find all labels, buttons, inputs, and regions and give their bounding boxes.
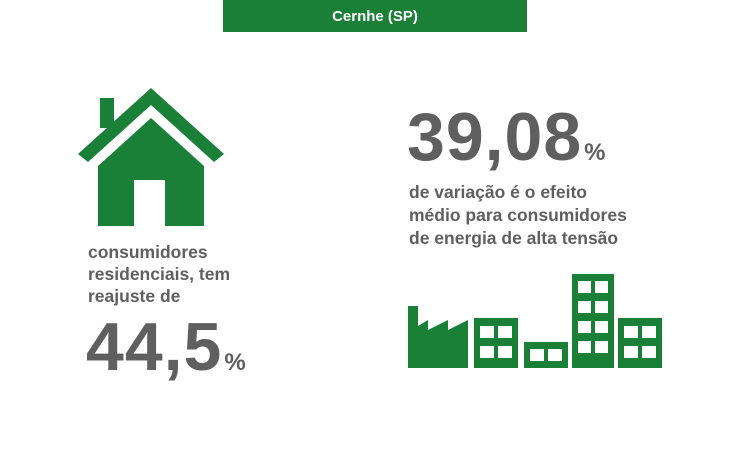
location-banner: Cernhe (SP) bbox=[223, 0, 527, 32]
industrial-caption: de variação é o efeito médio para consum… bbox=[409, 181, 709, 250]
residential-caption-line: consumidores bbox=[88, 242, 208, 262]
industry-buildings-icon bbox=[408, 274, 662, 368]
industrial-percentage: 39,08% bbox=[407, 102, 606, 188]
house-icon bbox=[78, 88, 224, 226]
residential-value: 44,5 bbox=[86, 309, 223, 385]
location-title: Cernhe (SP) bbox=[332, 7, 418, 25]
residential-unit: % bbox=[224, 349, 246, 376]
residential-percentage: 44,5% bbox=[86, 312, 246, 398]
residential-caption: consumidores residenciais, tem reajuste … bbox=[88, 241, 278, 307]
industrial-unit: % bbox=[584, 139, 606, 166]
industrial-caption-line: de energia de alta tensão bbox=[409, 228, 619, 248]
industrial-caption-line: de variação é o efeito bbox=[409, 182, 587, 202]
residential-caption-line: reajuste de bbox=[88, 286, 181, 306]
residential-caption-line: residenciais, tem bbox=[88, 264, 231, 284]
industrial-caption-line: médio para consumidores bbox=[409, 205, 627, 225]
industrial-value: 39,08 bbox=[407, 99, 583, 175]
